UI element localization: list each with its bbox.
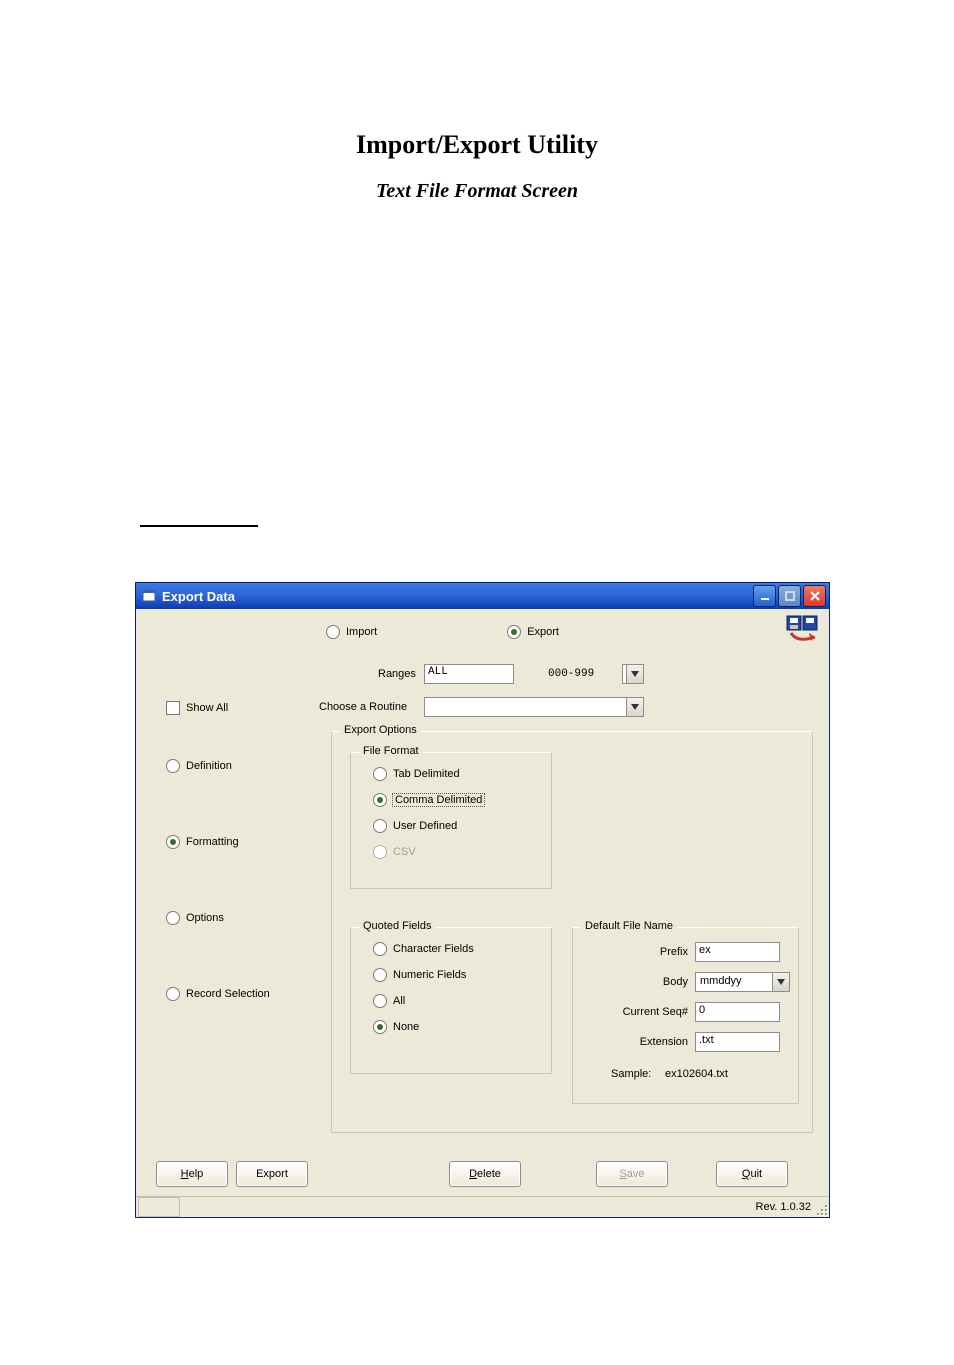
options-label: Options bbox=[186, 912, 224, 924]
save-button: Save bbox=[596, 1161, 668, 1187]
definition-radio[interactable]: Definition bbox=[166, 759, 336, 773]
body-value: mmddyy bbox=[700, 975, 742, 987]
ranges-range-text: 000-999 bbox=[548, 668, 594, 680]
all-fields-label: All bbox=[393, 995, 405, 1007]
app-icon bbox=[142, 589, 156, 603]
ranges-label: Ranges bbox=[378, 668, 416, 680]
definition-label: Definition bbox=[186, 760, 232, 772]
body-dropdown[interactable]: mmddyy bbox=[695, 972, 790, 992]
none-fields-label: None bbox=[393, 1021, 419, 1033]
current-seq-label: Current Seq# bbox=[623, 1006, 688, 1018]
choose-routine-label: Choose a Routine bbox=[319, 701, 407, 713]
export-options-legend: Export Options bbox=[340, 724, 421, 736]
default-file-name-legend: Default File Name bbox=[581, 920, 677, 932]
choose-routine-dropdown[interactable] bbox=[424, 697, 644, 717]
none-fields-radio[interactable]: None bbox=[373, 1020, 474, 1034]
numeric-fields-radio[interactable]: Numeric Fields bbox=[373, 968, 474, 982]
help-button[interactable]: Help bbox=[156, 1161, 228, 1187]
maximize-button bbox=[778, 585, 801, 607]
all-fields-radio[interactable]: All bbox=[373, 994, 474, 1008]
show-all-checkbox[interactable]: Show All bbox=[166, 701, 228, 715]
export-radio-label: Export bbox=[527, 626, 559, 638]
default-file-name-group: Default File Name Prefix ex Body mmddyy … bbox=[572, 927, 799, 1104]
sample-label: Sample: bbox=[611, 1068, 651, 1080]
file-format-legend: File Format bbox=[359, 745, 423, 757]
save-icon[interactable] bbox=[785, 615, 819, 643]
minimize-button[interactable] bbox=[753, 585, 776, 607]
save-button-rest: ave bbox=[627, 1168, 645, 1180]
quoted-fields-legend: Quoted Fields bbox=[359, 920, 435, 932]
resize-grip-icon[interactable] bbox=[815, 1203, 827, 1215]
quoted-fields-group: Quoted Fields Character Fields Numeric F… bbox=[350, 927, 552, 1074]
extension-input[interactable]: .txt bbox=[695, 1032, 780, 1052]
extension-label: Extension bbox=[640, 1036, 688, 1048]
import-radio-label: Import bbox=[346, 626, 377, 638]
csv-label: CSV bbox=[393, 846, 416, 858]
import-radio[interactable]: Import bbox=[326, 625, 377, 639]
close-button[interactable] bbox=[803, 585, 826, 607]
document-title: Import/Export Utility bbox=[0, 130, 954, 160]
prefix-input[interactable]: ex bbox=[695, 942, 780, 962]
comma-delimited-label: Comma Delimited bbox=[393, 794, 484, 806]
status-bar: Rev. 1.0.32 bbox=[136, 1196, 829, 1217]
record-selection-radio[interactable]: Record Selection bbox=[166, 987, 336, 1001]
options-radio[interactable]: Options bbox=[166, 911, 336, 925]
export-data-window: Export Data bbox=[135, 582, 830, 1218]
show-all-label: Show All bbox=[186, 702, 228, 714]
numeric-fields-label: Numeric Fields bbox=[393, 969, 466, 981]
export-radio[interactable]: Export bbox=[507, 625, 559, 639]
record-selection-label: Record Selection bbox=[186, 988, 270, 1000]
character-fields-radio[interactable]: Character Fields bbox=[373, 942, 474, 956]
tab-delimited-label: Tab Delimited bbox=[393, 768, 460, 780]
help-button-rest: elp bbox=[189, 1168, 204, 1180]
quit-button[interactable]: Quit bbox=[716, 1161, 788, 1187]
prefix-label: Prefix bbox=[660, 946, 688, 958]
formatting-radio[interactable]: Formatting bbox=[166, 835, 336, 849]
window-title: Export Data bbox=[162, 589, 753, 604]
file-format-group: File Format Tab Delimited Comma Delimite… bbox=[350, 752, 552, 889]
user-defined-radio[interactable]: User Defined bbox=[373, 819, 484, 833]
body-label: Body bbox=[663, 976, 688, 988]
character-fields-label: Character Fields bbox=[393, 943, 474, 955]
delete-button[interactable]: Delete bbox=[449, 1161, 521, 1187]
formatting-label: Formatting bbox=[186, 836, 239, 848]
divider-line bbox=[140, 525, 258, 527]
user-defined-label: User Defined bbox=[393, 820, 457, 832]
quit-button-rest: uit bbox=[750, 1168, 762, 1180]
ranges-input[interactable]: ALL bbox=[424, 664, 514, 684]
delete-button-rest: elete bbox=[477, 1168, 501, 1180]
comma-delimited-radio[interactable]: Comma Delimited bbox=[373, 793, 484, 807]
csv-radio: CSV bbox=[373, 845, 484, 859]
sample-value: ex102604.txt bbox=[665, 1068, 728, 1080]
current-seq-input[interactable]: 0 bbox=[695, 1002, 780, 1022]
export-button[interactable]: Export bbox=[236, 1161, 308, 1187]
export-options-group: Export Options File Format Tab Delimited… bbox=[331, 731, 813, 1133]
ranges-dropdown[interactable] bbox=[622, 664, 644, 684]
tab-delimited-radio[interactable]: Tab Delimited bbox=[373, 767, 484, 781]
titlebar[interactable]: Export Data bbox=[136, 583, 829, 609]
client-area: Import Export bbox=[136, 609, 829, 1217]
document-subtitle: Text File Format Screen bbox=[0, 180, 954, 203]
revision-text: Rev. 1.0.32 bbox=[756, 1201, 811, 1213]
